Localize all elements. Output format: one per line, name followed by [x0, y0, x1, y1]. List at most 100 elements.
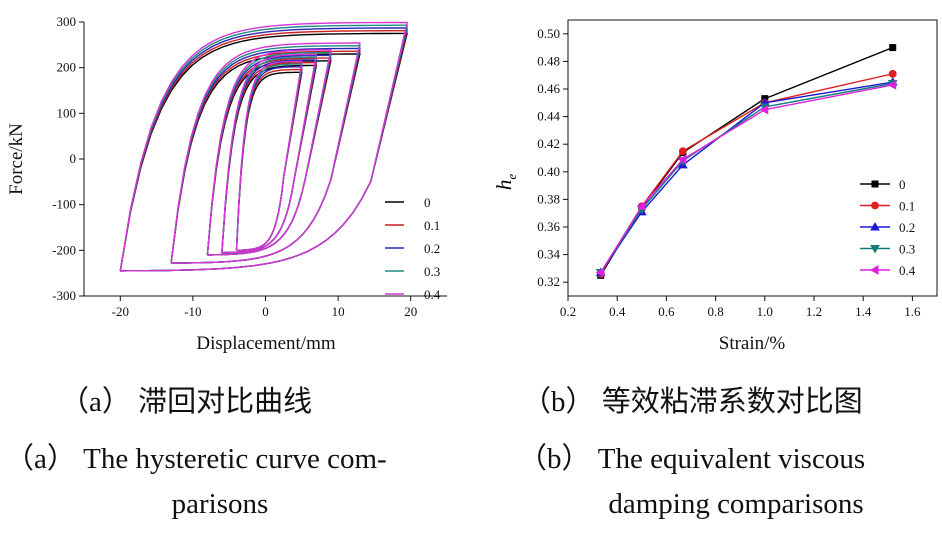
viscous-damping-chart: 0.2 0.4 0.6 0.8 1.0 1.2 1.4 1.6 0.32 0.34 0.36 0.38…	[492, 19, 938, 354]
data-point	[871, 180, 879, 188]
y-tick-label: 0.44	[537, 109, 560, 124]
legend-label: 0.3	[899, 242, 915, 257]
data-point	[889, 44, 897, 52]
x-tick-label: 20	[404, 304, 417, 319]
x-tick-label: 0.4	[609, 304, 626, 319]
series-0.3	[119, 24, 408, 272]
legend-label: 0.1	[424, 218, 440, 233]
x-tick-label: -20	[112, 304, 129, 319]
series-line	[600, 82, 893, 273]
y-tick-label: 0.42	[537, 136, 560, 151]
data-point	[636, 201, 646, 212]
x-tick-label: 0.8	[707, 304, 723, 319]
data-point	[595, 267, 605, 278]
y-tick-label: 0.40	[537, 164, 560, 179]
y-tick-label: -300	[52, 288, 76, 303]
series-line	[600, 46, 893, 276]
loop-path	[119, 21, 408, 272]
y-tick-label: 300	[57, 14, 77, 29]
y-tick-label: -100	[52, 197, 76, 212]
y-tick-label: 0.46	[537, 81, 560, 96]
x-tick-label: 1.2	[806, 304, 822, 319]
y-tick-label: 100	[57, 105, 77, 120]
data-point	[871, 201, 879, 210]
axis-ticks: 0.2 0.4 0.6 0.8 1.0 1.2 1.4 1.6 0.32 0.34 0.36 0.38…	[537, 26, 921, 319]
x-tick-label: 1.4	[855, 304, 872, 319]
legend-label: 0.4	[899, 263, 916, 278]
series-0.2	[119, 27, 408, 272]
data-point	[869, 265, 879, 275]
hysteresis-loops	[119, 21, 408, 272]
data-point	[677, 154, 687, 165]
data-point	[887, 79, 897, 90]
series-0.1	[119, 30, 408, 272]
y-tick-label: 0	[70, 151, 77, 166]
series-0.4	[595, 79, 897, 278]
x-axis-label: Displacement/mm	[196, 333, 336, 354]
data-point	[888, 69, 897, 78]
loop-path	[170, 47, 361, 264]
x-tick-label: 0.2	[560, 304, 576, 319]
y-tick-label: -200	[52, 242, 76, 257]
y-tick-label: 0.38	[537, 191, 560, 206]
y-axis-label-sub: e	[504, 174, 519, 180]
loop-path	[170, 53, 361, 264]
loop-path	[235, 60, 303, 251]
series-lines	[595, 44, 898, 279]
loop-path	[119, 24, 408, 272]
loop-path	[206, 49, 332, 256]
x-tick-label: 10	[332, 304, 345, 319]
y-tick-label: 0.36	[537, 219, 560, 234]
loop-path	[170, 50, 361, 264]
caption-a-en-1: （a） The hysteretic curve com-	[5, 443, 387, 475]
series-0.2	[595, 77, 898, 277]
x-tick-label: 1.0	[757, 304, 773, 319]
y-tick-label: 0.32	[537, 274, 560, 289]
loop-path	[206, 60, 332, 256]
legend-label: 0.4	[424, 287, 441, 302]
loop-path	[119, 30, 408, 272]
x-tick-label: -10	[184, 304, 201, 319]
caption-b-cn: （b） 等效粘滞系数对比图	[522, 386, 863, 418]
caption-b-en-1: （b） The equivalent viscous	[518, 443, 866, 475]
y-axis-label-main: h	[492, 180, 516, 191]
loop-path	[119, 27, 408, 272]
loop-path	[170, 42, 361, 264]
series-0	[597, 44, 897, 279]
legend-label: 0.2	[424, 241, 440, 256]
legend: 0 0.1 0.2 0.3 0.4	[860, 177, 916, 278]
legend-label: 0.2	[899, 220, 915, 235]
caption-b-en-2: damping comparisons	[608, 488, 864, 520]
loop-path	[235, 71, 303, 251]
legend-label: 0	[899, 177, 906, 192]
data-point	[759, 104, 769, 115]
caption-a-cn: （a） 滞回对比曲线	[60, 386, 313, 418]
plot-frame	[567, 19, 938, 297]
legend: 0 0.1 0.2 0.3 0.4	[385, 195, 441, 302]
y-axis-label: Force/kN	[6, 123, 27, 195]
legend-label: 0.1	[899, 199, 915, 214]
series-0	[119, 32, 408, 272]
loop-path	[221, 64, 318, 254]
series-0.4	[119, 21, 408, 272]
x-tick-label: 0	[262, 304, 269, 319]
y-tick-label: 0.34	[537, 247, 560, 262]
caption-a-en-2: parisons	[171, 488, 269, 520]
series-line	[600, 73, 893, 275]
loop-path	[119, 32, 408, 272]
data-point	[870, 245, 880, 254]
x-tick-label: 1.6	[904, 304, 921, 319]
x-axis-label: Strain/%	[719, 333, 786, 354]
y-tick-label: 0.48	[537, 53, 560, 68]
legend-label: 0.3	[424, 264, 440, 279]
y-tick-label: 200	[57, 60, 77, 75]
legend-label: 0	[424, 195, 431, 210]
y-tick-label: 0.50	[537, 26, 560, 41]
y-axis-label: he	[492, 174, 519, 191]
loop-path	[235, 68, 303, 251]
loop-path	[221, 53, 318, 254]
loop-path	[170, 44, 361, 264]
x-tick-label: 0.6	[658, 304, 675, 319]
